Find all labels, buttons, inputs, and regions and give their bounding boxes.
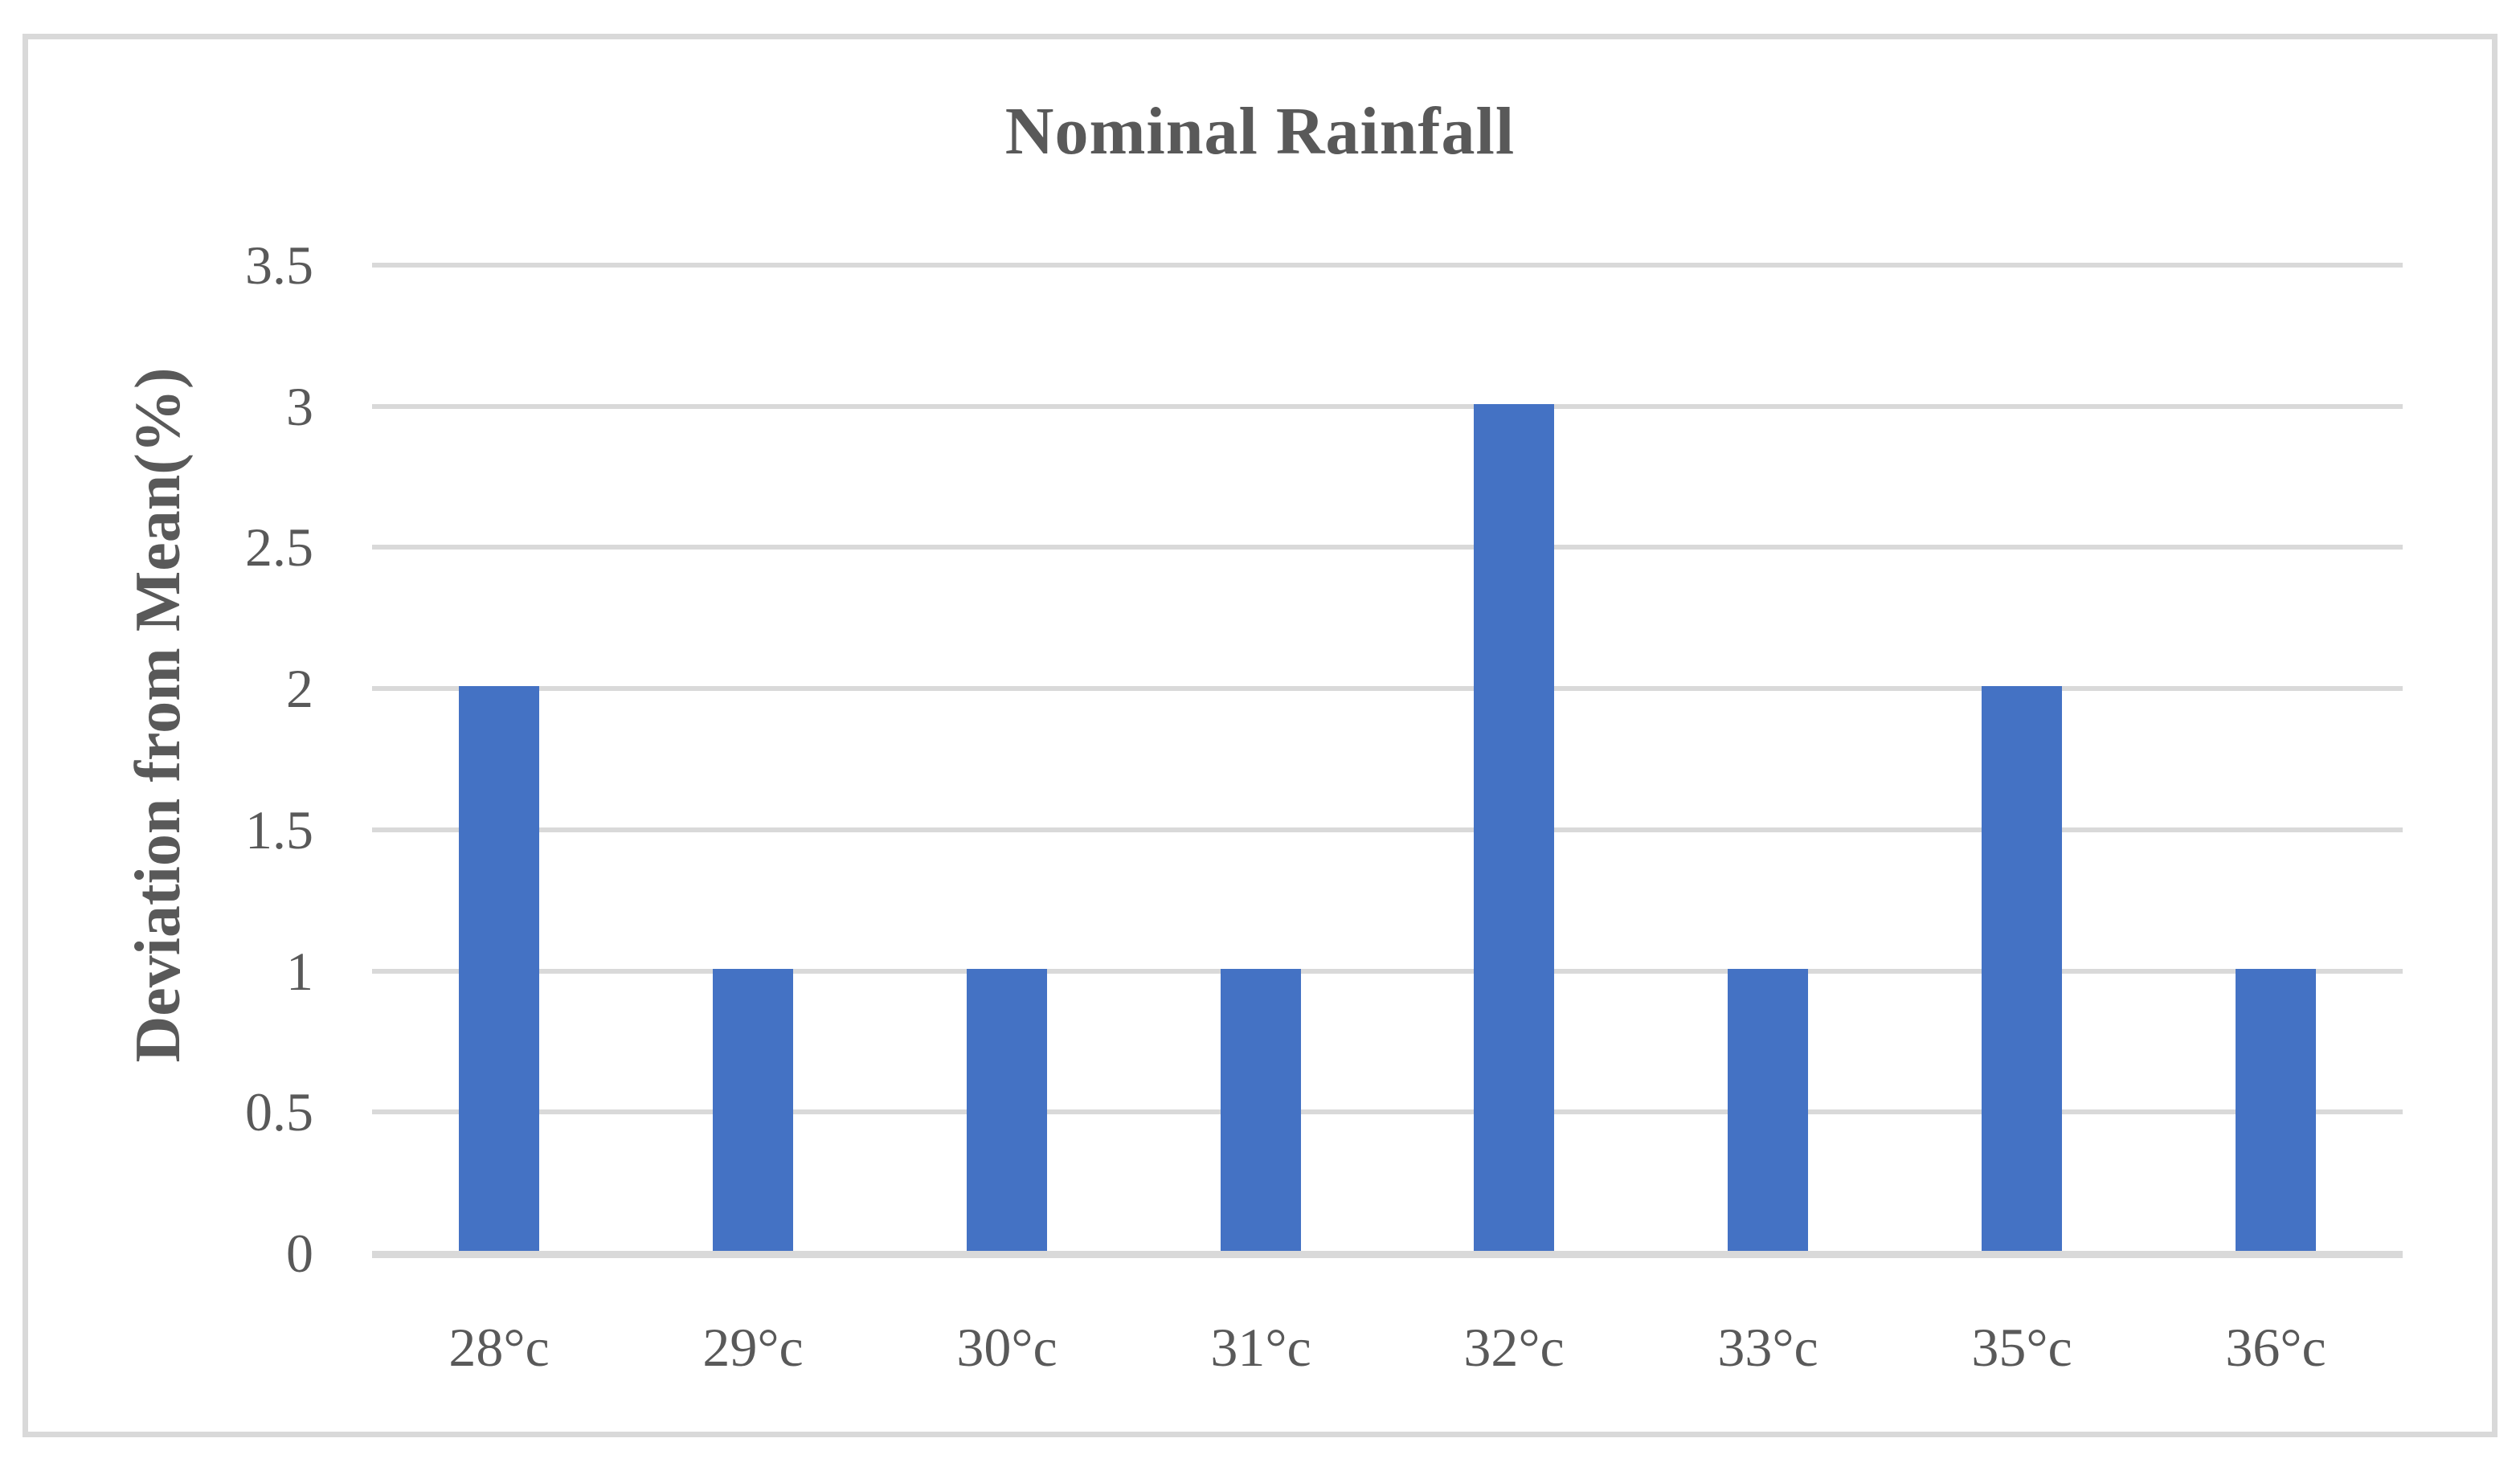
- x-tick-label-33°c: 33°c: [1717, 1317, 1818, 1378]
- x-tick-label-31°c: 31°c: [1210, 1317, 1311, 1378]
- bar-29°c: [713, 969, 793, 1251]
- y-tick-label-1.5: 1.5: [245, 799, 313, 860]
- gridline-0.5: [372, 1109, 2403, 1114]
- gridline-2.5: [372, 545, 2403, 550]
- x-tick-label-28°c: 28°c: [448, 1317, 550, 1378]
- gridline-3: [372, 404, 2403, 409]
- y-tick-label-2.5: 2.5: [245, 517, 313, 578]
- bar-31°c: [1221, 969, 1301, 1251]
- x-tick-label-35°c: 35°c: [1971, 1317, 2072, 1378]
- bar-35°c: [1982, 686, 2062, 1251]
- y-tick-label-1: 1: [286, 941, 313, 1002]
- x-axis-baseline: [372, 1251, 2403, 1258]
- bar-36°c: [2236, 969, 2316, 1251]
- y-tick-label-2: 2: [286, 658, 313, 719]
- x-tick-label-29°c: 29°c: [702, 1317, 804, 1378]
- y-tick-label-0: 0: [286, 1223, 313, 1284]
- chart-title: Nominal Rainfall: [1004, 94, 1516, 169]
- x-tick-label-30°c: 30°c: [956, 1317, 1058, 1378]
- gridline-2: [372, 686, 2403, 691]
- gridline-1.5: [372, 827, 2403, 832]
- bar-33°c: [1728, 969, 1808, 1251]
- bar-32°c: [1474, 404, 1554, 1251]
- gridline-1: [372, 969, 2403, 974]
- y-tick-label-3: 3: [286, 376, 313, 437]
- bar-28°c: [459, 686, 539, 1251]
- gridline-3.5: [372, 263, 2403, 268]
- bar-30°c: [967, 969, 1047, 1251]
- y-tick-label-3.5: 3.5: [245, 235, 313, 296]
- x-tick-label-32°c: 32°c: [1463, 1317, 1565, 1378]
- plot-area: [372, 263, 2403, 1258]
- x-tick-label-36°c: 36°c: [2225, 1317, 2326, 1378]
- y-tick-label-0.5: 0.5: [245, 1081, 313, 1142]
